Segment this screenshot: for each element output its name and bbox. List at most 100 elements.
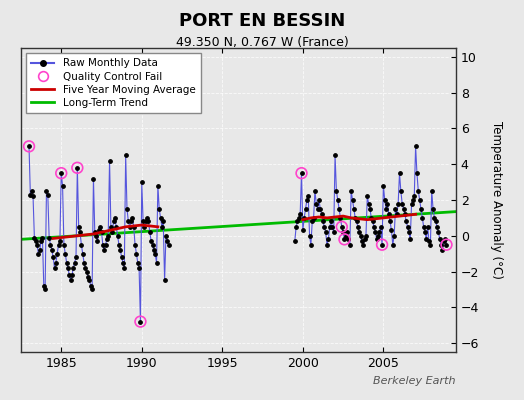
- Point: [139, 218, 147, 225]
- Point: [430, 215, 439, 221]
- Point: [363, 193, 372, 200]
- Point: [374, 232, 382, 239]
- Point: [104, 232, 113, 239]
- Point: [40, 283, 48, 289]
- Point: [378, 242, 386, 248]
- Point: [320, 224, 329, 230]
- Point: [86, 283, 95, 289]
- Point: [297, 170, 305, 176]
- Point: [354, 224, 362, 230]
- Point: [378, 242, 386, 248]
- Point: [95, 227, 103, 234]
- Point: [425, 238, 433, 244]
- Point: [110, 218, 118, 225]
- Point: [49, 254, 57, 260]
- Point: [316, 206, 324, 212]
- Point: [397, 188, 405, 194]
- Point: [325, 224, 334, 230]
- Point: [307, 242, 315, 248]
- Point: [375, 229, 384, 235]
- Text: Berkeley Earth: Berkeley Earth: [374, 376, 456, 386]
- Point: [136, 318, 145, 325]
- Point: [385, 211, 393, 218]
- Point: [429, 206, 437, 212]
- Point: [111, 215, 119, 221]
- Point: [141, 218, 150, 225]
- Point: [308, 218, 316, 225]
- Point: [80, 259, 88, 266]
- Point: [380, 197, 389, 203]
- Point: [351, 215, 359, 221]
- Point: [156, 215, 165, 221]
- Point: [304, 193, 312, 200]
- Point: [58, 182, 67, 189]
- Point: [77, 242, 85, 248]
- Point: [72, 254, 80, 260]
- Point: [294, 215, 303, 221]
- Point: [297, 170, 305, 176]
- Point: [76, 229, 84, 235]
- Point: [311, 188, 319, 194]
- Point: [54, 242, 63, 248]
- Point: [85, 277, 94, 284]
- Point: [359, 242, 367, 248]
- Point: [387, 227, 396, 234]
- Point: [93, 238, 102, 244]
- Point: [83, 268, 91, 275]
- Point: [305, 232, 314, 239]
- Point: [91, 229, 99, 235]
- Point: [428, 188, 436, 194]
- Point: [46, 242, 54, 248]
- Point: [426, 242, 434, 248]
- Point: [440, 238, 448, 244]
- Point: [432, 218, 440, 225]
- Point: [103, 236, 111, 242]
- Point: [416, 197, 424, 203]
- Point: [411, 143, 420, 150]
- Point: [163, 238, 171, 244]
- Point: [112, 224, 121, 230]
- Point: [160, 277, 169, 284]
- Point: [34, 250, 42, 257]
- Point: [379, 182, 388, 189]
- Point: [127, 218, 135, 225]
- Point: [38, 234, 47, 241]
- Point: [407, 200, 416, 207]
- Point: [136, 318, 145, 325]
- Point: [331, 152, 339, 158]
- Point: [292, 224, 300, 230]
- Point: [390, 232, 398, 239]
- Point: [134, 259, 142, 266]
- Point: [81, 265, 90, 271]
- Point: [423, 224, 432, 230]
- Point: [293, 218, 302, 225]
- Point: [337, 224, 346, 230]
- Point: [128, 215, 137, 221]
- Point: [421, 229, 429, 235]
- Point: [442, 242, 451, 248]
- Point: [434, 229, 443, 235]
- Point: [418, 215, 427, 221]
- Point: [120, 265, 128, 271]
- Point: [323, 242, 331, 248]
- Point: [340, 236, 348, 242]
- Point: [37, 238, 45, 244]
- Point: [53, 250, 61, 257]
- Point: [401, 211, 409, 218]
- Point: [342, 232, 350, 239]
- Point: [41, 286, 49, 293]
- Point: [79, 250, 87, 257]
- Point: [441, 236, 449, 242]
- Point: [433, 224, 441, 230]
- Point: [315, 197, 323, 203]
- Point: [48, 247, 56, 253]
- Point: [435, 236, 444, 242]
- Point: [138, 179, 146, 185]
- Point: [356, 232, 365, 239]
- Point: [165, 242, 173, 248]
- Point: [25, 143, 33, 150]
- Point: [135, 265, 143, 271]
- Legend: Raw Monthly Data, Quality Control Fail, Five Year Moving Average, Long-Term Tren: Raw Monthly Data, Quality Control Fail, …: [26, 53, 201, 113]
- Point: [70, 259, 79, 266]
- Point: [348, 197, 357, 203]
